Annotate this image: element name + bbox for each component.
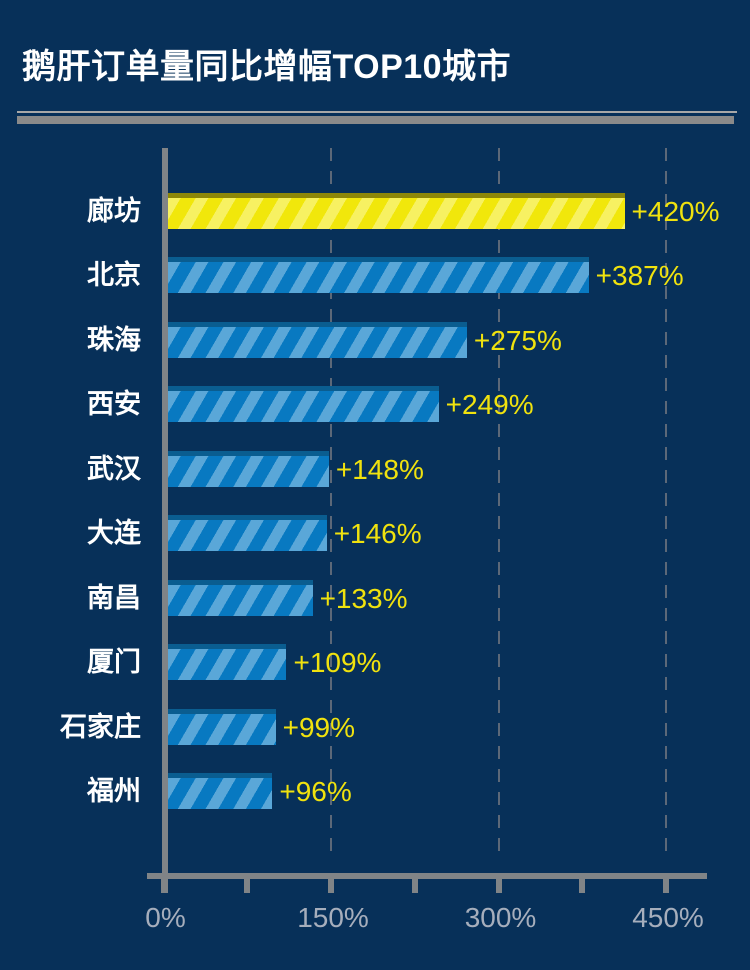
bar-category-label: 南昌	[87, 582, 141, 613]
bar	[168, 773, 273, 809]
bar-striped-body	[168, 713, 276, 745]
y-axis-line	[162, 148, 168, 893]
bar-top-edge	[168, 708, 276, 714]
bar	[168, 579, 313, 616]
bar-striped-body	[168, 262, 589, 293]
bar-category-label: 北京	[87, 260, 141, 290]
bar-row: 厦门 +109%	[0, 644, 750, 680]
bar-category-label: 大连	[87, 518, 141, 548]
bar-row: 武汉 +148%	[0, 450, 750, 487]
axis-tick	[663, 879, 669, 893]
bar-category-label: 武汉	[87, 453, 141, 484]
bar-category-label: 福州	[87, 776, 141, 806]
bar	[168, 257, 589, 293]
axis-tick-label: 300%	[464, 902, 537, 933]
axis-tick	[495, 879, 502, 893]
bar-top-edge	[168, 579, 313, 585]
bar-value-label: +148%	[335, 453, 424, 485]
bar	[168, 708, 276, 745]
bar-category-label: 厦门	[87, 647, 141, 677]
bar-value-label: +133%	[319, 582, 408, 614]
bar-value-label: +99%	[282, 711, 356, 743]
page-title: 鹅肝订单量同比增幅TOP10城市	[22, 48, 512, 86]
bar-row: 福州 +96%	[0, 773, 750, 809]
bar-category-label: 西安	[87, 389, 141, 419]
bar-striped-body	[168, 455, 329, 487]
axis-tick	[411, 879, 418, 893]
bar-value-label: +109%	[293, 647, 382, 678]
bar-row: 南昌 +133%	[0, 579, 750, 616]
bar-top-edge	[168, 644, 287, 649]
bar-category-label: 石家庄	[60, 711, 141, 742]
bar-striped-body	[168, 584, 313, 616]
axis-tick	[244, 879, 251, 893]
bar	[168, 192, 625, 229]
bar-row: 珠海 +275%	[0, 321, 750, 358]
bar-top-edge	[168, 773, 273, 778]
bar-category-label: 珠海	[87, 324, 141, 355]
axis-tick-label: 150%	[297, 902, 369, 933]
bar-value-label: +146%	[333, 518, 422, 549]
bar-top-edge	[168, 192, 625, 198]
bar	[168, 450, 329, 487]
title-divider-thin	[17, 111, 737, 113]
x-axis-line	[147, 873, 707, 879]
bar	[168, 515, 327, 551]
bar-value-label: +420%	[631, 195, 720, 227]
bar-row: 石家庄 +99%	[0, 708, 750, 745]
axis-tick	[579, 879, 586, 893]
bar-top-edge	[168, 386, 439, 391]
bar-value-label: +275%	[473, 324, 562, 356]
gridline	[330, 148, 332, 858]
axis-tick	[160, 879, 167, 893]
bar-striped-body	[168, 778, 273, 809]
bar-row: 大连 +146%	[0, 515, 750, 551]
bar-striped-body	[168, 520, 327, 551]
title-divider-thick	[17, 116, 734, 124]
gridline	[665, 148, 667, 858]
bar-top-edge	[168, 450, 329, 456]
bar-value-label: +387%	[595, 260, 684, 291]
bar-row: 廊坊 +420%	[0, 192, 750, 229]
bar-value-label: +249%	[445, 389, 534, 420]
bar-category-label: 廊坊	[87, 195, 141, 226]
bar-row: 北京 +387%	[0, 257, 750, 293]
bar-value-label: +96%	[279, 776, 352, 807]
axis-tick-label: 450%	[632, 902, 704, 933]
bar-top-edge	[168, 515, 327, 520]
bar-striped-body	[168, 649, 287, 680]
bar-striped-body	[168, 391, 439, 422]
bar-top-edge	[168, 321, 467, 327]
bar-row: 西安 +249%	[0, 386, 750, 422]
bar	[168, 321, 467, 358]
bar	[168, 644, 287, 680]
bar-striped-body	[168, 197, 625, 229]
bar-striped-body	[168, 326, 467, 358]
axis-tick	[328, 879, 334, 893]
bar	[168, 386, 439, 422]
bar-top-edge	[168, 257, 589, 262]
gridline	[497, 148, 500, 858]
axis-tick-label: 0%	[145, 902, 186, 933]
